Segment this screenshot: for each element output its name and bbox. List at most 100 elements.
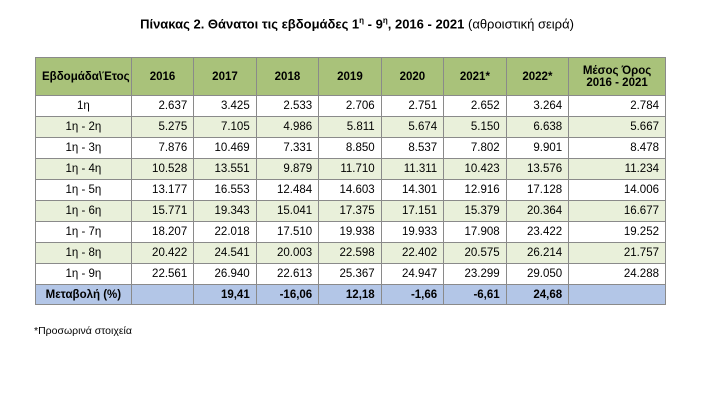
value-cell: 17.908	[443, 221, 507, 243]
value-cell: 13.576	[505, 158, 570, 180]
value-cell: 12.916	[443, 179, 507, 201]
value-cell: 17.151	[380, 200, 445, 222]
value-cell: 20.575	[443, 242, 507, 264]
value-cell: 23.299	[443, 263, 507, 285]
week-label-cell: 1η - 6η	[35, 200, 132, 222]
value-cell: 22.598	[318, 242, 382, 264]
value-cell: 8.850	[318, 137, 382, 159]
value-cell: 18.207	[130, 221, 195, 243]
value-cell: 5.811	[318, 116, 382, 138]
table-row: 1η - 5η 13.177 16.553 12.484 14.603 14.301 12.…	[35, 179, 666, 201]
value-cell: 22.402	[380, 242, 445, 264]
title-sup-1: η	[359, 16, 365, 25]
value-cell: 5.275	[130, 116, 195, 138]
table-row: 1η - 4η 10.528 13.551 9.879 11.710 11.311 10.4…	[35, 158, 666, 180]
value-cell: 29.050	[505, 263, 570, 285]
value-cell: 11.234	[568, 158, 666, 180]
value-cell: 19.343	[193, 200, 257, 222]
value-cell: 14.301	[380, 179, 445, 201]
value-cell: 19.933	[380, 221, 445, 243]
value-cell: 10.469	[193, 137, 257, 159]
week-label-cell: 1η - 5η	[35, 179, 132, 201]
change-value-cell: 24,68	[505, 284, 570, 305]
value-cell: 22.561	[130, 263, 195, 285]
value-cell: 13.551	[193, 158, 257, 180]
value-cell: 10.528	[130, 158, 195, 180]
value-cell: 15.041	[255, 200, 320, 222]
title-normal: (αθροιστική σειρά)	[464, 16, 574, 32]
deaths-table: Εβδομάδα\Έτος 2016 2017 2018 2019 2020 2021* 20…	[35, 57, 666, 305]
change-value-cell: -1,66	[380, 284, 445, 305]
value-cell: 6.638	[505, 116, 570, 138]
week-label-cell: 1η - 4η	[35, 158, 132, 180]
table-body: 1η 2.637 3.425 2.533 2.706 2.751 2.652 3.264 2.7…	[35, 95, 666, 285]
value-cell: 3.264	[505, 95, 570, 117]
value-cell: 2.751	[380, 95, 445, 117]
value-cell: 5.667	[568, 116, 666, 138]
value-cell: 2.533	[255, 95, 320, 117]
value-cell: 21.757	[568, 242, 666, 264]
value-cell: 15.379	[443, 200, 507, 222]
header-cell: 2021*	[443, 57, 507, 96]
header-cell: Μέσος Όρος 2016 - 2021	[568, 57, 666, 96]
value-cell: 2.706	[318, 95, 382, 117]
value-cell: 10.423	[443, 158, 507, 180]
title-sup-2: η	[382, 16, 388, 25]
value-cell: 5.150	[443, 116, 507, 138]
value-cell: 7.876	[130, 137, 195, 159]
value-cell: 26.214	[505, 242, 570, 264]
table-row: 1η - 6η 15.771 19.343 15.041 17.375 17.151 15.…	[35, 200, 666, 222]
value-cell: 3.425	[193, 95, 257, 117]
table-row: 1η - 7η 18.207 22.018 17.510 19.938 19.933 17.…	[35, 221, 666, 243]
value-cell: 17.128	[505, 179, 570, 201]
value-cell: 22.613	[255, 263, 320, 285]
value-cell: 7.331	[255, 137, 320, 159]
value-cell: 22.018	[193, 221, 257, 243]
week-label-cell: 1η - 7η	[35, 221, 132, 243]
value-cell: 26.940	[193, 263, 257, 285]
header-row: Εβδομάδα\Έτος 2016 2017 2018 2019 2020 2021* 20…	[35, 57, 666, 96]
title-mid: - 9	[364, 16, 383, 32]
table-row: 1η - 9η 22.561 26.940 22.613 25.367 24.947 23.…	[35, 263, 666, 285]
value-cell: 16.553	[193, 179, 257, 201]
value-cell: 19.252	[568, 221, 666, 243]
header-cell: 2017	[193, 57, 257, 96]
change-value-cell: -16,06	[255, 284, 320, 305]
change-row: Μεταβολή (%) 19,41 -16,06 12,18 -1,66 -6,61 24…	[35, 284, 666, 305]
week-label-cell: 1η - 2η	[35, 116, 132, 138]
title-years: , 2016 - 2021	[387, 16, 465, 32]
table-row: 1η 2.637 3.425 2.533 2.706 2.751 2.652 3.264 2.7…	[35, 95, 666, 117]
value-cell: 2.784	[568, 95, 666, 117]
change-label-cell: Μεταβολή (%)	[35, 284, 132, 305]
value-cell: 16.677	[568, 200, 666, 222]
header-cell: 2018	[255, 57, 320, 96]
value-cell: 12.484	[255, 179, 320, 201]
change-value-cell: 19,41	[193, 284, 257, 305]
value-cell: 2.637	[130, 95, 195, 117]
value-cell: 15.771	[130, 200, 195, 222]
value-cell: 13.177	[130, 179, 195, 201]
value-cell: 25.367	[318, 263, 382, 285]
week-label-cell: 1η	[35, 95, 132, 117]
title-bold: Πίνακας 2. Θάνατοι τις εβδομάδες 1	[140, 16, 360, 32]
value-cell: 24.947	[380, 263, 445, 285]
value-cell: 19.938	[318, 221, 382, 243]
change-value-cell	[568, 284, 666, 305]
value-cell: 24.541	[193, 242, 257, 264]
header-cell: 2020	[380, 57, 445, 96]
value-cell: 7.802	[443, 137, 507, 159]
value-cell: 23.422	[505, 221, 570, 243]
value-cell: 17.510	[255, 221, 320, 243]
week-label-cell: 1η - 3η	[35, 137, 132, 159]
value-cell: 8.478	[568, 137, 666, 159]
header-cell: 2019	[318, 57, 382, 96]
change-value-cell	[130, 284, 195, 305]
value-cell: 24.288	[568, 263, 666, 285]
value-cell: 4.986	[255, 116, 320, 138]
week-label-cell: 1η - 8η	[35, 242, 132, 264]
value-cell: 14.603	[318, 179, 382, 201]
header-week-year: Εβδομάδα\Έτος	[35, 57, 132, 96]
value-cell: 2.652	[443, 95, 507, 117]
change-value-cell: 12,18	[318, 284, 382, 305]
value-cell: 20.003	[255, 242, 320, 264]
